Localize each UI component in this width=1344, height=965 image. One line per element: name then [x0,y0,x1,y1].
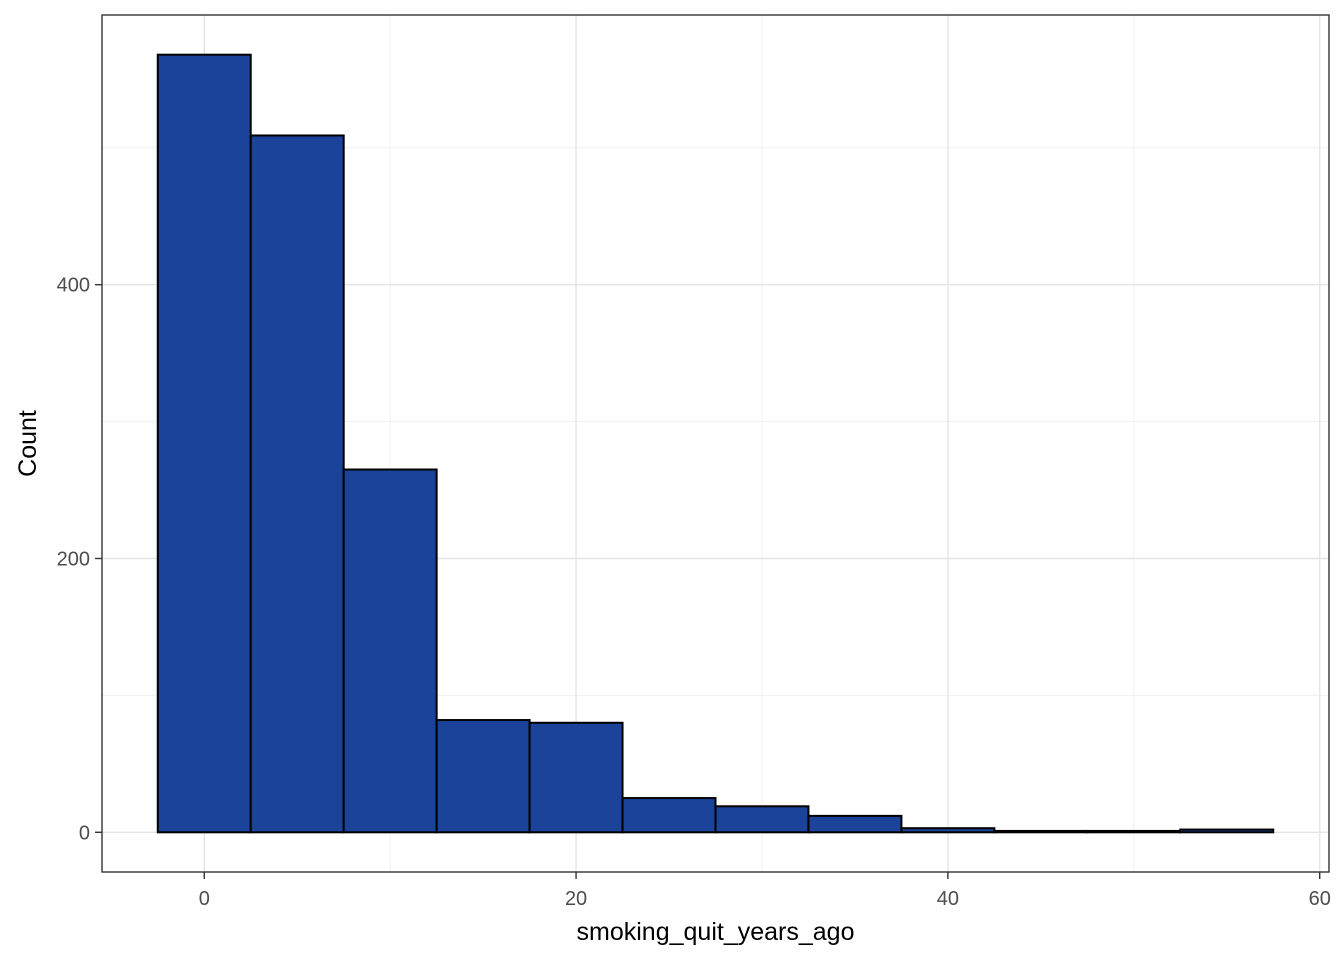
axis-ticks: 0 20 40 60 0 200 400 [57,275,1331,910]
histogram-bar [993,829,1089,834]
y-axis-title: Count [14,410,42,477]
histogram-bar [1179,828,1275,834]
histogram-bar [807,814,903,834]
histogram-bar [435,719,531,834]
x-tick-label: 0 [199,888,210,910]
histogram-bar [156,53,252,834]
y-tick-label: 400 [57,275,90,297]
histogram-bar [1086,829,1182,834]
histogram-bar [528,721,624,834]
histogram-bar [900,827,996,834]
y-tick-label: 0 [79,822,90,844]
histogram-bar [621,797,717,834]
x-tick-label: 40 [937,888,959,910]
histogram-bar [342,468,438,834]
histogram-bars [156,53,1275,834]
x-tick-label: 20 [565,888,587,910]
panel-border [101,14,1330,873]
histogram-bar [714,805,810,834]
x-axis-title: smoking_quit_years_ago [577,918,855,946]
histogram-bar [249,134,345,834]
y-tick-label: 200 [57,548,90,570]
x-tick-label: 60 [1309,888,1331,910]
